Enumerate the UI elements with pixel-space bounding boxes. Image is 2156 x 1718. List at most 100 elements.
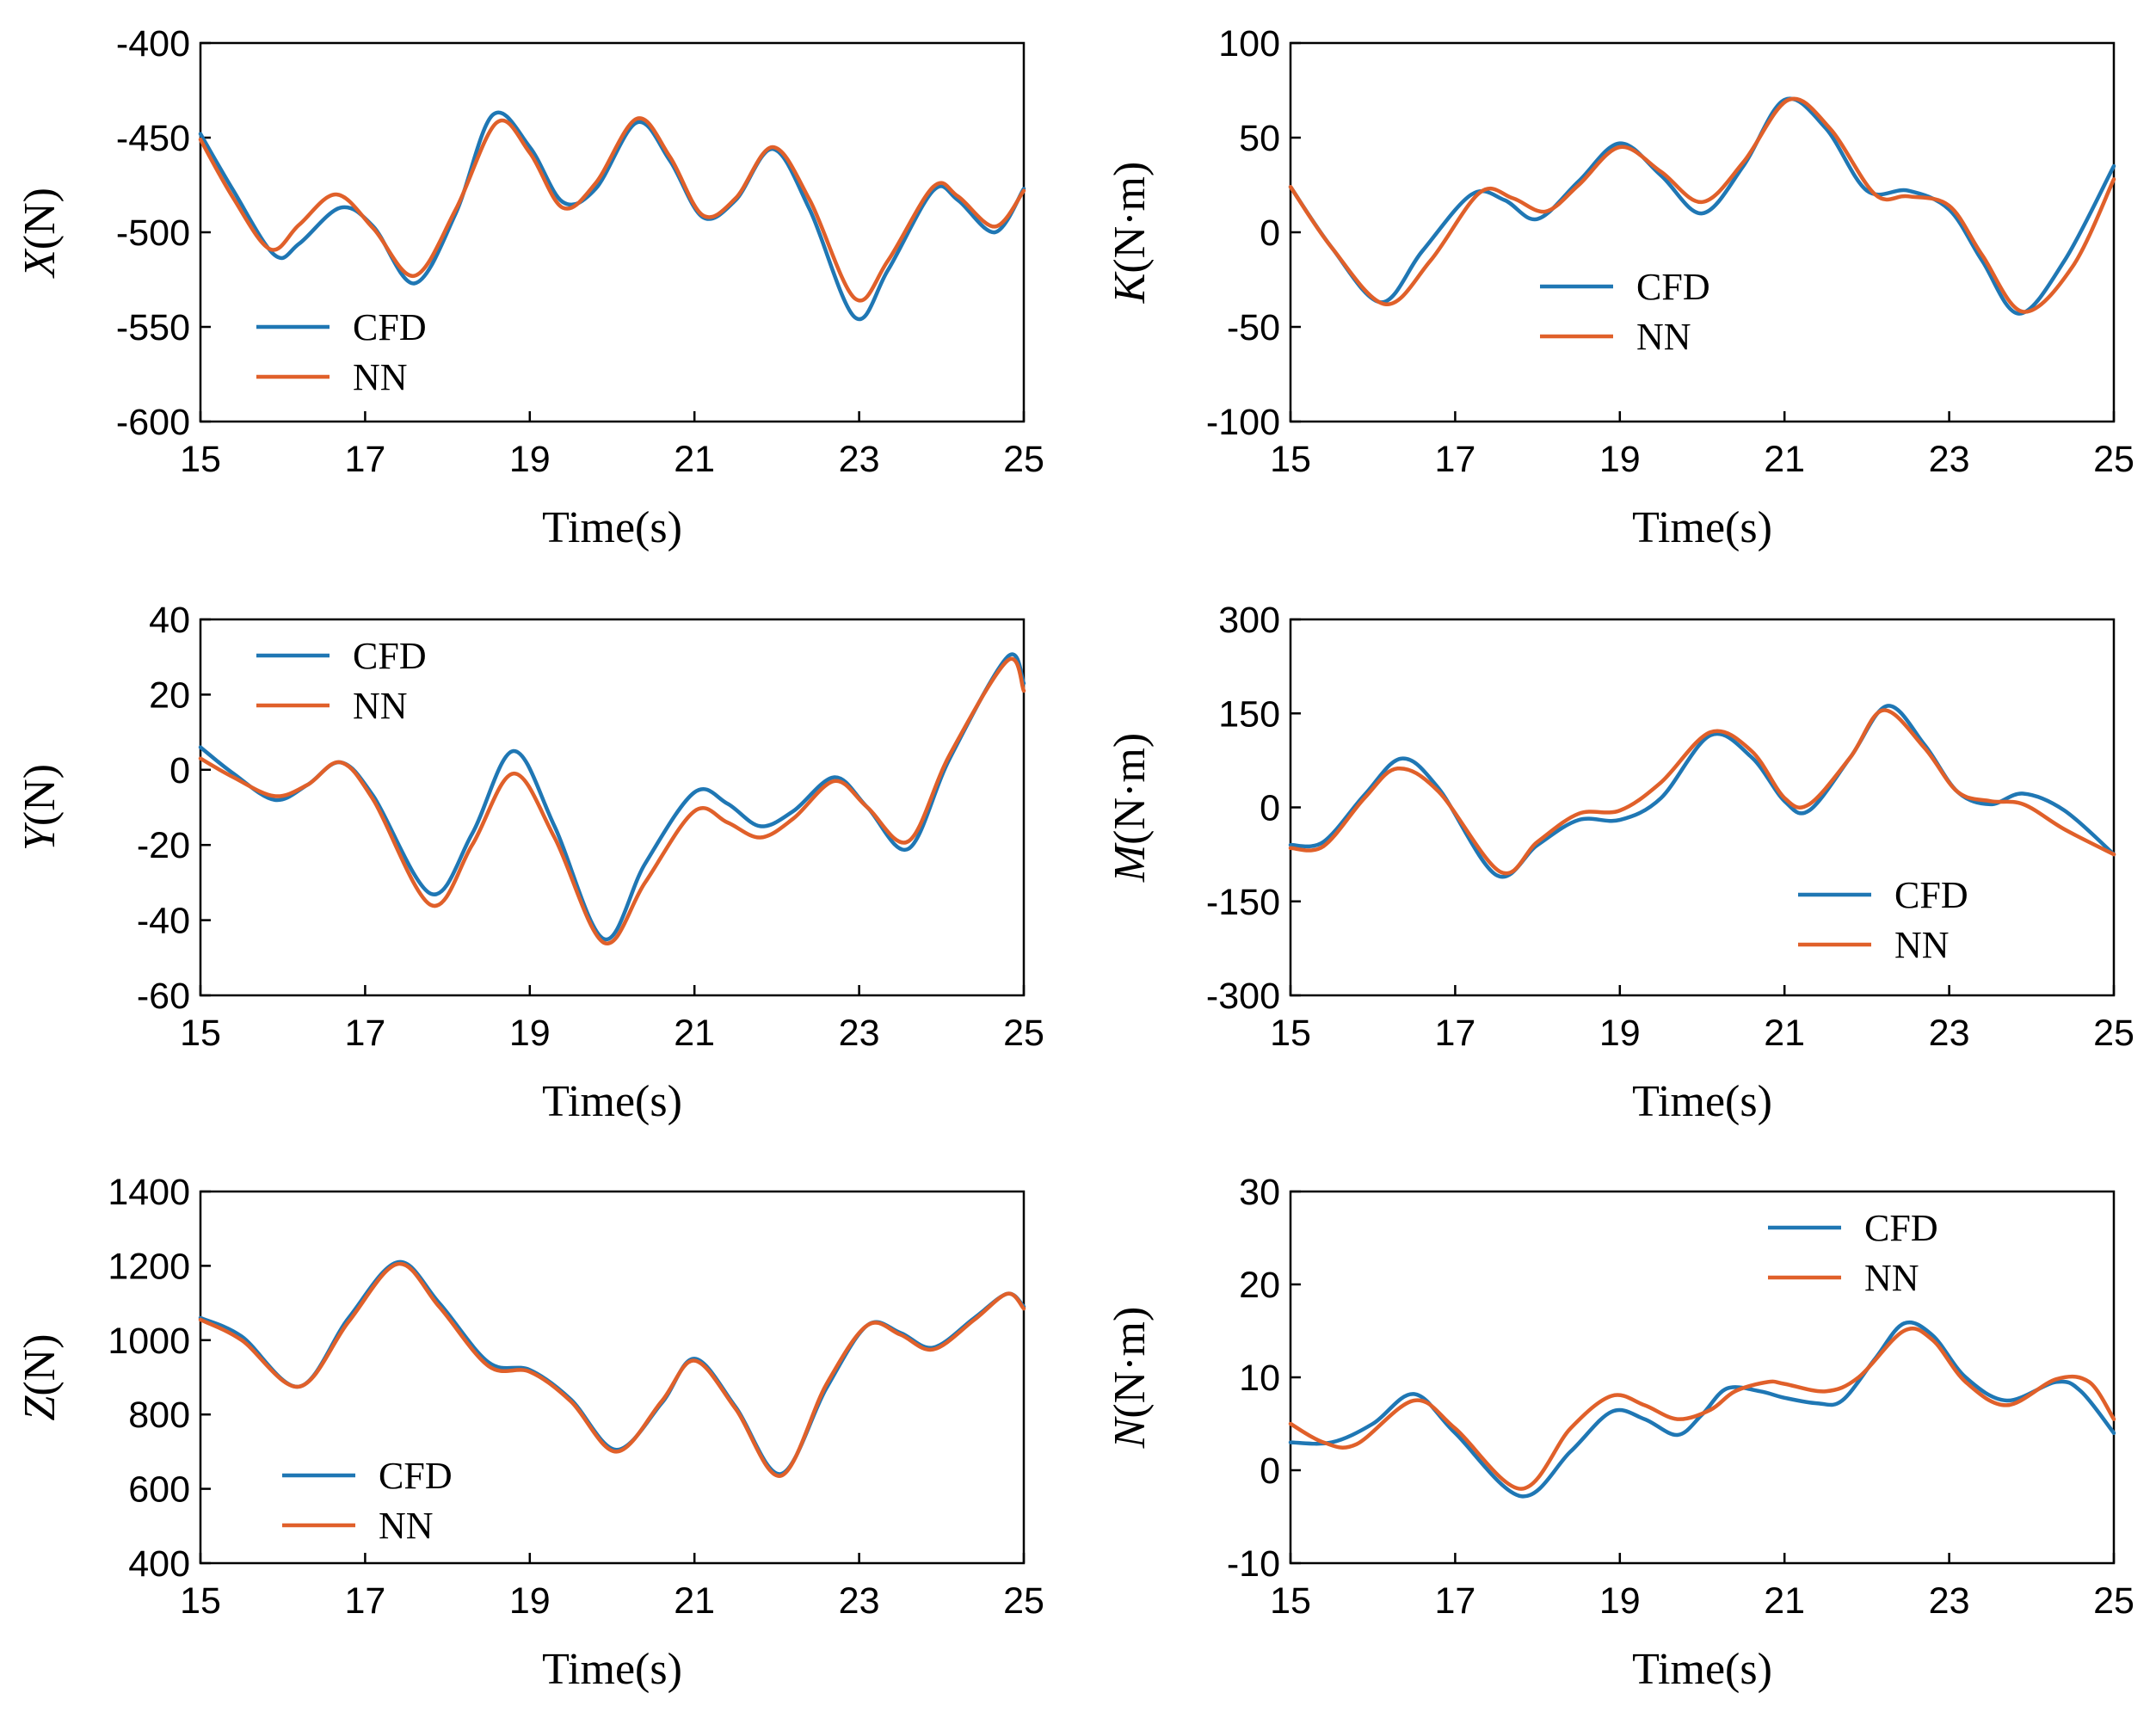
x-tick-label: 21 [1764,1013,1805,1054]
x-tick-label: 25 [1003,439,1044,480]
panel-Z: 15 17 19 21 23 25 1400 1200 1000 800 600 400 Time(s)… [15,1172,1044,1694]
plot-frame-Z [199,1190,1026,1565]
y-tick-label: 10 [1239,1358,1280,1399]
legend-label-nn: NN [1864,1257,1919,1299]
x-tick-label: 25 [1003,1580,1044,1622]
plot-frame-M [1289,618,2116,997]
x-tick-label: 17 [344,439,385,480]
x-tick-label: 15 [1270,439,1311,480]
y-tick-label: -10 [1227,1543,1280,1585]
x-tick-label: 19 [1599,1013,1641,1054]
legend-label-nn: NN [379,1505,434,1547]
legend-M: CFD NN [1798,874,1968,966]
y-tick-label: 0 [1260,212,1280,254]
series-line-nn-N [1288,1327,2116,1491]
x-tick-label: 25 [1003,1013,1044,1054]
y-tick-label: -20 [137,825,190,866]
x-tick-label: 21 [1764,1580,1805,1622]
y-axis-symbol: K [1106,271,1155,304]
y-tick-label: 300 [1218,600,1280,641]
series-line-nn-Y [198,656,1026,945]
y-axis-symbol: M [1106,842,1155,883]
y-tick-label: 0 [1260,1450,1280,1492]
legend-label-cfd: CFD [353,635,427,677]
y-axis-symbol: N [1106,1415,1155,1449]
x-axis-title: Time(s) [1632,1645,1772,1694]
x-tick-label: 25 [2093,1013,2134,1054]
x-tick-label: 17 [344,1013,385,1054]
panel-N: 15 17 19 21 23 25 30 20 10 0 -10 Time(s) N(N·m) CFD NN [1106,1172,2134,1694]
legend-Z: CFD NN [282,1455,453,1547]
x-tick-label: 21 [674,1013,715,1054]
x-axis-title: Time(s) [542,503,682,552]
y-tick-label: 1000 [108,1321,190,1362]
series-line-cfd-X [198,110,1026,322]
x-tick-label: 23 [839,1013,880,1054]
legend-label-cfd: CFD [1636,266,1710,308]
legend-label-cfd: CFD [353,306,427,348]
legend-Y: CFD NN [256,635,427,727]
x-axis-title: Time(s) [542,1077,682,1126]
y-tick-label: 30 [1239,1172,1280,1213]
x-tick-label: 17 [1434,439,1475,480]
legend-K: CFD NN [1540,266,1710,358]
y-tick-label: -100 [1206,402,1280,443]
panel-M: 15 17 19 21 23 25 300 150 0 -150 -300 Time(s) M(N·m)… [1106,600,2134,1126]
x-tick-label: 23 [1929,439,1970,480]
series-line-nn-M [1288,708,2116,876]
legend-label-nn: NN [353,685,408,727]
x-tick-label: 21 [674,439,715,480]
y-tick-label: 600 [128,1469,190,1511]
plot-frame-Y [199,618,1026,997]
x-tick-label: 19 [1599,439,1641,480]
x-axis-title: Time(s) [1632,503,1772,552]
x-tick-label: 15 [180,1013,221,1054]
x-tick-label: 19 [509,1013,551,1054]
panel-K: 15 17 19 21 23 25 100 50 0 -50 -100 Time(s) K(N·m) CF… [1106,23,2134,552]
x-tick-label: 19 [509,1580,551,1622]
y-axis-unit: (N·m) [1106,733,1155,845]
y-axis-title: X(N) [15,188,65,279]
x-tick-label: 15 [1270,1013,1311,1054]
y-tick-label: -60 [137,976,190,1017]
y-tick-label: 400 [128,1543,190,1585]
y-tick-label: -450 [116,118,190,159]
x-tick-label: 21 [1764,439,1805,480]
y-tick-label: 100 [1218,23,1280,65]
series-line-nn-Z [198,1261,1026,1478]
x-tick-label: 23 [1929,1580,1970,1622]
x-tick-label: 19 [1599,1580,1641,1622]
y-axis-title: K(N·m) [1106,162,1155,305]
y-tick-label: -150 [1206,882,1280,923]
y-tick-label: -500 [116,212,190,254]
y-axis-unit: (N) [15,1333,65,1395]
series-line-nn-K [1288,96,2116,314]
legend-label-nn: NN [353,356,408,398]
legend-X: CFD NN [256,306,427,398]
y-axis-unit: (N·m) [1106,1307,1155,1419]
y-axis-title: Z(N) [15,1333,65,1420]
panel-X: 15 17 19 21 23 25 -400 -450 -500 -550 -600 Time(s) X… [15,23,1044,552]
legend-N: CFD NN [1768,1207,1938,1299]
series-line-nn-X [198,116,1026,303]
y-axis-symbol: X [15,248,65,279]
legend-label-nn: NN [1636,316,1691,358]
x-tick-label: 23 [839,439,880,480]
y-axis-title: N(N·m) [1106,1307,1155,1450]
y-tick-label: 0 [1260,788,1280,829]
y-tick-label: -600 [116,402,190,443]
y-axis-unit: (N) [15,188,65,249]
x-tick-label: 23 [839,1580,880,1622]
y-tick-label: 150 [1218,693,1280,735]
y-tick-label: 20 [149,674,190,716]
panel-Y: 15 17 19 21 23 25 40 20 0 -20 -40 -60 Time(s) Y(N) CFD… [15,600,1044,1126]
plot-frame-K [1289,41,2116,423]
y-axis-unit: (N) [15,764,65,826]
plot-frame-X [199,41,1026,423]
x-tick-label: 17 [1434,1580,1475,1622]
y-tick-label: -550 [116,307,190,348]
legend-label-cfd: CFD [1864,1207,1938,1249]
series-line-cfd-K [1288,96,2116,316]
x-tick-label: 15 [1270,1580,1311,1622]
y-tick-label: 1200 [108,1246,190,1287]
